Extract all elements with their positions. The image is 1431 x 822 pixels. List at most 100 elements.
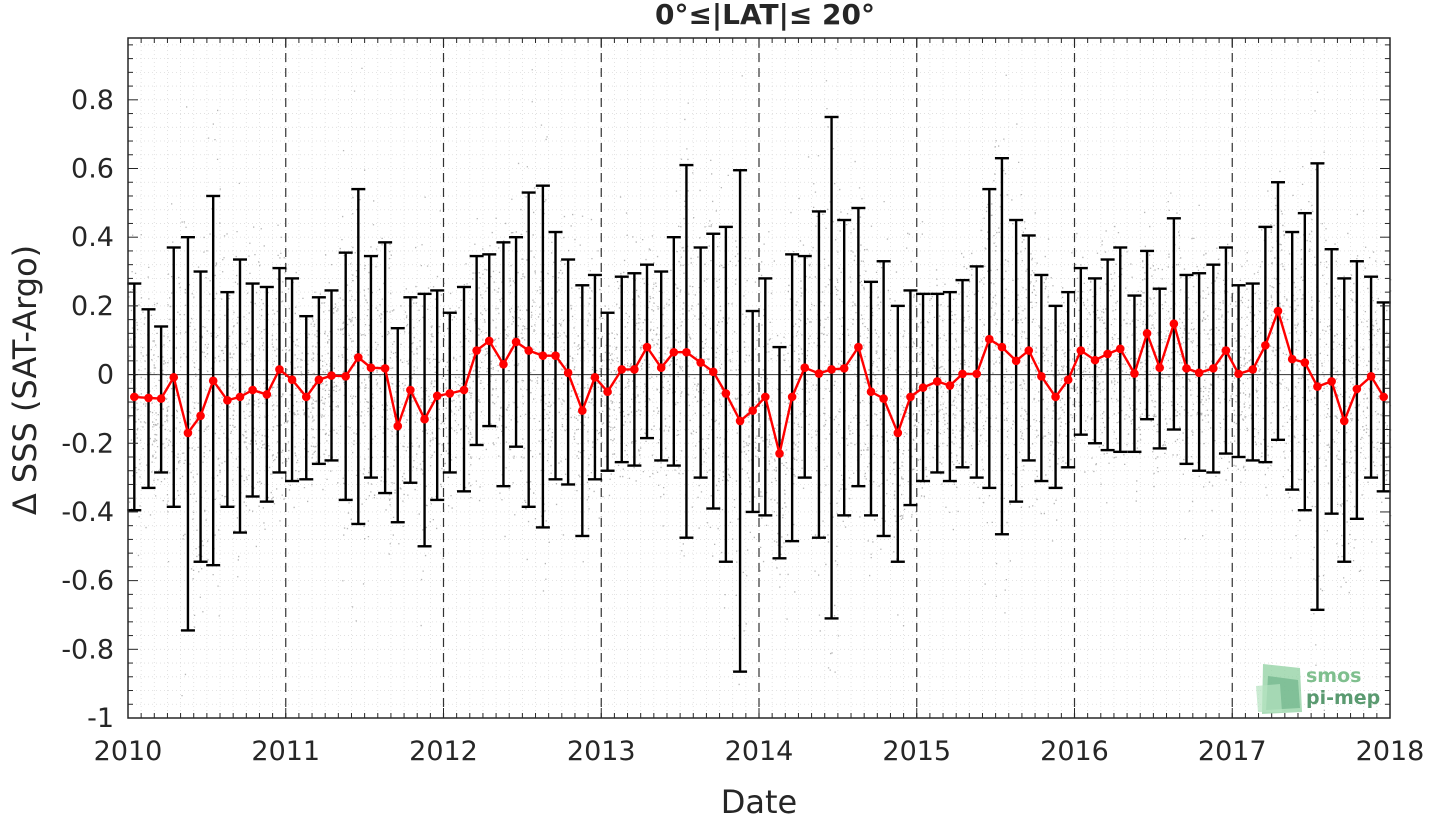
mean-point [1182,364,1191,373]
mean-point [511,337,521,347]
mean-point [590,373,600,382]
mean-point [1155,363,1164,372]
mean-point [1194,368,1204,378]
logo-text-pimep: pi-mep [1306,687,1380,709]
mean-point [617,365,627,374]
mean-point [169,373,179,382]
mean-point [1339,416,1349,426]
mean-point [287,375,297,385]
mean-point [839,364,849,373]
logo-text-smos: smos [1306,665,1361,687]
mean-point [642,342,652,352]
mean-point [787,392,797,402]
mean-point [262,390,272,399]
tick-labels: 2010 2011 2012 2013 2014 2015 2016 2017 2018 0.8 0… [61,85,1424,767]
mean-point [708,367,718,377]
mean-point [1051,392,1060,402]
mean-point [682,347,691,357]
mean-point [748,406,757,415]
mean-point [578,406,587,415]
mean-point [656,363,666,372]
mean-point [341,371,350,381]
mean-point [275,365,284,374]
x-axis-label: Date [721,783,797,818]
mean-point [906,392,915,402]
mean-point [354,353,363,362]
mean-point [893,428,903,438]
mean-point [393,421,403,431]
mean-point [827,365,836,374]
mean-point [1063,375,1073,385]
mean-point [156,394,166,403]
y-tick-label: -0.4 [61,497,114,528]
x-tick-label: 2016 [1040,736,1109,767]
mean-point [814,369,824,378]
mean-point [196,411,205,421]
mean-point [235,392,245,402]
mean-point [775,449,784,458]
mean-point [1327,377,1336,386]
mean-point [1024,346,1034,355]
mean-point [1248,365,1258,374]
mean-point [735,416,745,426]
x-tick-label: 2017 [1198,736,1267,767]
mean-point [1366,371,1376,381]
mean-point [669,347,679,357]
mean-point [459,385,469,395]
x-tick-label: 2010 [94,736,163,767]
mean-point [854,342,863,352]
x-tick-label: 2012 [409,736,478,767]
mean-point [1379,392,1388,402]
mean-point [1103,349,1112,359]
y-tick-label: 0.6 [71,154,114,185]
mean-point [563,368,573,378]
x-tick-label: 2018 [1356,736,1425,767]
mean-point [997,342,1007,352]
x-tick-label: 2015 [882,736,951,767]
mean-point [800,363,810,372]
mean-point [972,369,981,379]
mean-point [866,387,876,397]
mean-point [1076,346,1086,355]
x-tick-label: 2011 [251,736,320,767]
mean-point [420,414,429,424]
mean-point [472,346,481,355]
mean-point [445,389,455,398]
y-tick-label: -0.6 [61,566,114,597]
mean-point [1130,369,1139,378]
mean-point [314,375,324,385]
y-tick-label: 0.2 [71,291,114,322]
x-tick-label: 2014 [725,736,794,767]
mean-point [1142,329,1152,338]
mean-point [918,383,928,392]
mean-line [130,306,1388,458]
mean-point [327,371,336,380]
mean-point [1037,371,1046,381]
mean-point [301,392,311,402]
mean-point [551,351,560,360]
y-tick-label: -0.8 [61,634,114,665]
mean-point [945,381,955,390]
smos-pi-mep-logo: smos pi-mep [1256,664,1380,714]
mean-point [1011,356,1021,366]
x-tick-label: 2013 [567,736,636,767]
mean-point [432,391,442,401]
mean-point [208,376,218,386]
mean-point [696,358,705,367]
mean-point [380,364,390,373]
mean-point [1169,319,1179,329]
mean-point [1287,354,1297,364]
mean-point [1273,306,1283,316]
axes [127,37,1391,719]
mean-point [538,351,548,360]
y-tick-label: -0.2 [61,428,114,459]
y-tick-label: 0.4 [71,222,114,253]
mean-point [603,387,612,397]
mean-point [1090,355,1100,365]
mean-point [721,389,731,398]
mean-point [932,377,942,386]
mean-point [130,392,139,402]
mean-point [1261,341,1270,350]
mean-point [248,385,257,395]
